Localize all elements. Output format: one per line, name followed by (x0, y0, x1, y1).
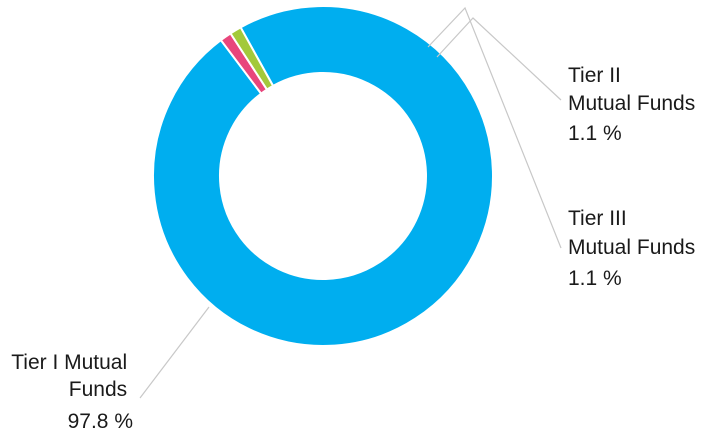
slice-name-tier-iii-line1: Tier III (568, 207, 627, 230)
slice-value-tier-ii: 1.1 % (568, 122, 622, 145)
slice-name-tier-iii-line2: Mutual Funds (568, 236, 695, 259)
slice-label-tier-iii: Tier III Mutual Funds 1.1 % (568, 207, 701, 290)
slice-tier-i (152, 4, 494, 347)
slice-label-tier-i: Tier I Mutual Funds 97.8 % (11, 351, 133, 433)
slice-tier-iii (229, 25, 275, 91)
donut-slices (152, 4, 494, 347)
leader-line-tier-iii (427, 6, 562, 249)
slice-name-tier-i-line1: Tier I Mutual (11, 351, 127, 374)
slice-value-tier-iii: 1.1 % (568, 267, 622, 290)
slice-label-tier-ii: Tier II Mutual Funds 1.1 % (568, 64, 701, 145)
leader-line-tier-ii (436, 17, 562, 101)
slice-name-tier-ii-line2: Mutual Funds (568, 92, 695, 115)
slice-value-tier-i: 97.8 % (68, 410, 133, 433)
leader-line-tier-i (139, 306, 210, 399)
slice-name-tier-i-line2: Funds (69, 378, 127, 401)
slice-name-tier-ii-line1: Tier II (568, 64, 621, 87)
leader-lines (139, 6, 562, 399)
